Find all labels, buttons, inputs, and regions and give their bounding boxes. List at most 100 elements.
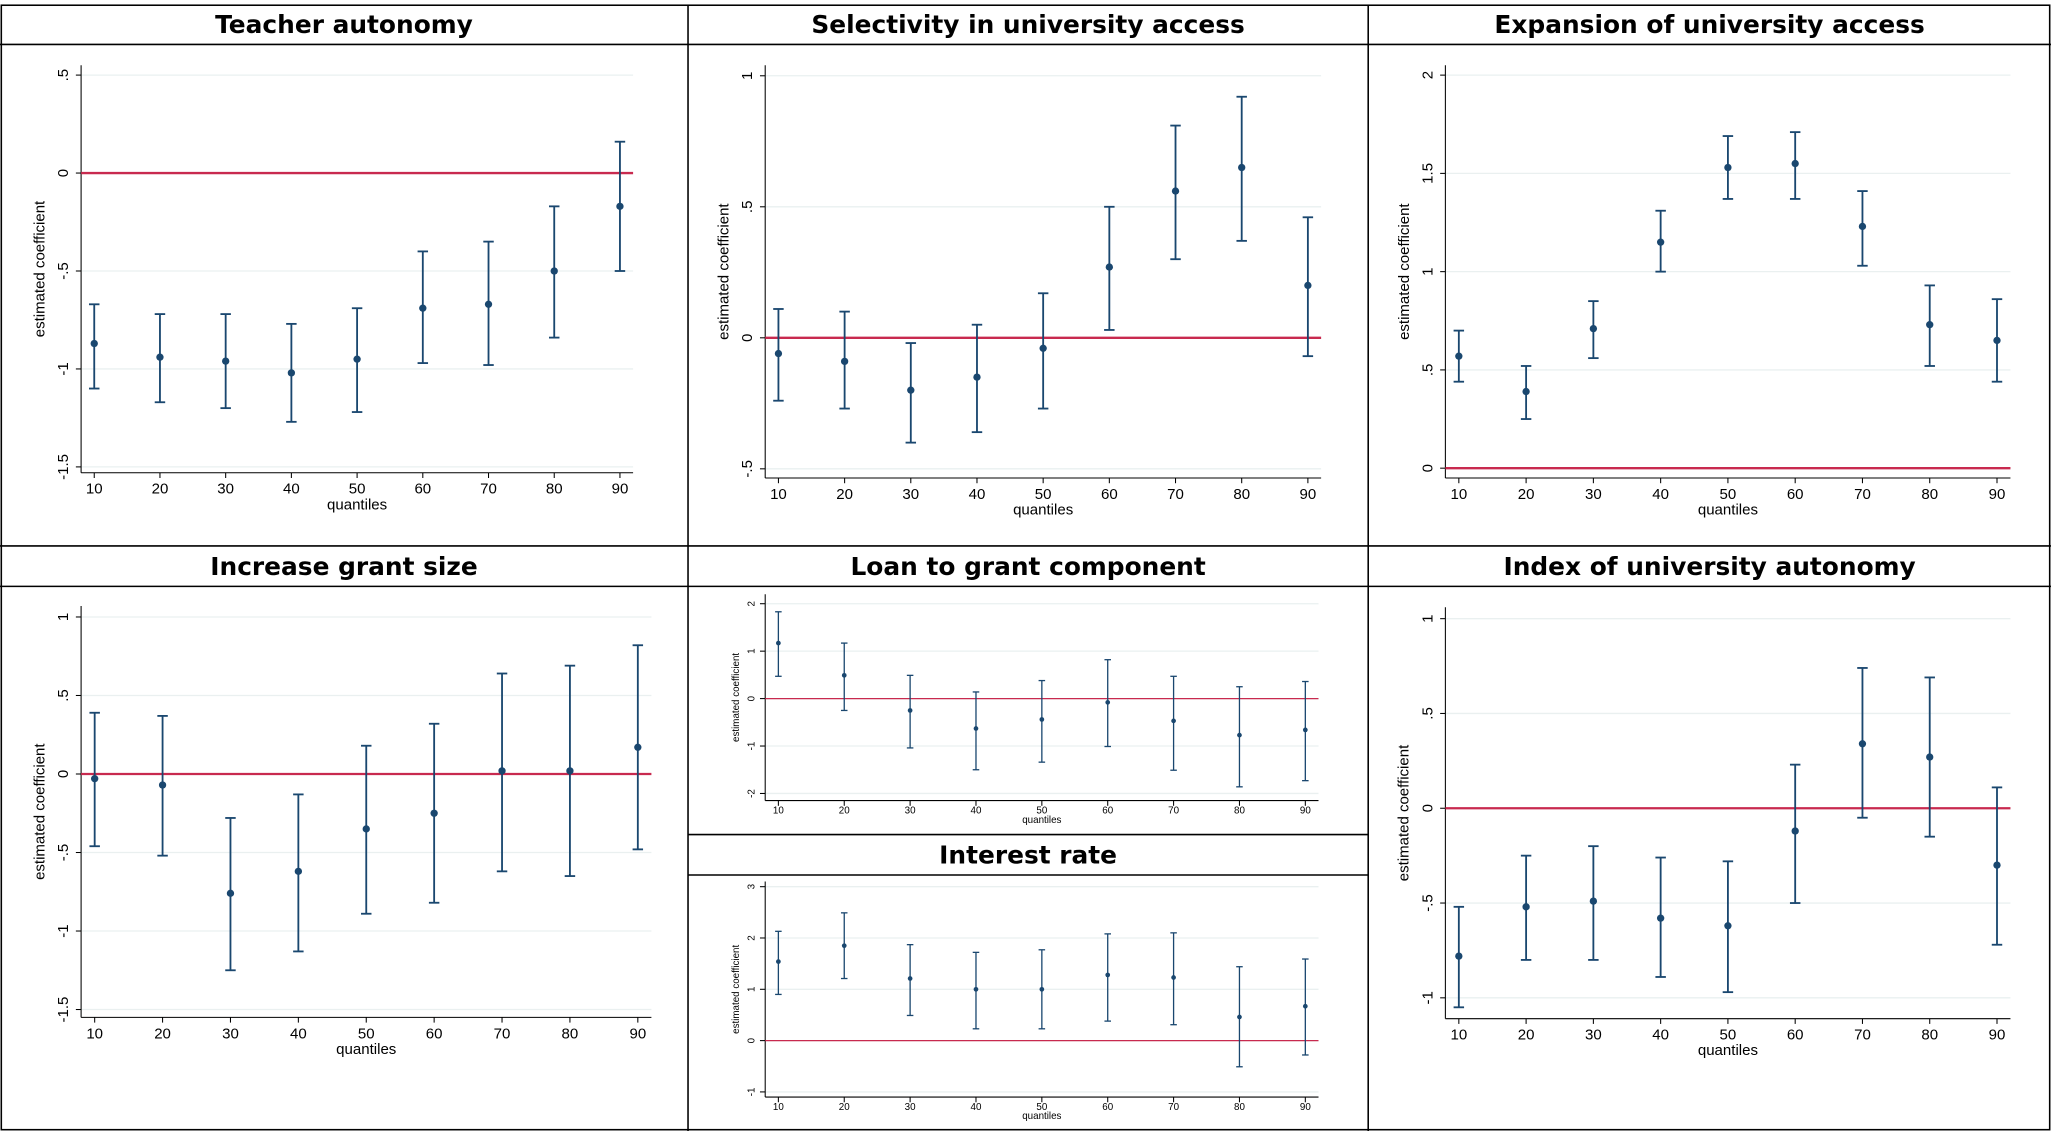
x-tick-label: 70 xyxy=(1854,1027,1871,1044)
x-tick-label: 20 xyxy=(839,1102,850,1113)
x-axis-label: quantiles xyxy=(1698,502,1758,519)
point xyxy=(1926,321,1934,329)
point xyxy=(1993,861,2001,869)
x-tick-label: 80 xyxy=(1921,486,1938,503)
point xyxy=(1171,975,1176,980)
x-axis-label: quantiles xyxy=(327,496,387,513)
x-tick-label: 80 xyxy=(1921,1027,1938,1044)
x-tick-label: 20 xyxy=(154,1025,171,1042)
y-tick-label: -.5 xyxy=(55,262,72,280)
x-tick-label: 40 xyxy=(290,1025,307,1042)
point xyxy=(1105,700,1111,705)
x-axis-label: quantiles xyxy=(1698,1042,1758,1059)
point xyxy=(634,743,642,751)
x-tick-label: 30 xyxy=(902,486,919,503)
chart-title: Loan to grant component xyxy=(850,552,1205,581)
point xyxy=(907,708,913,713)
point xyxy=(1589,324,1598,333)
x-tick-label: 20 xyxy=(836,486,853,503)
y-axis-label: estimated coefficient xyxy=(31,743,48,880)
y-tick-label: 2 xyxy=(747,601,758,606)
y-tick-label: 1 xyxy=(1419,614,1436,622)
y-axis-label: estimated coefficient xyxy=(716,203,733,340)
x-tick-label: 40 xyxy=(283,481,300,498)
x-tick-label: 70 xyxy=(1168,806,1179,817)
chart-title: Index of university autonomy xyxy=(1503,552,1915,581)
y-tick-label: 0 xyxy=(747,695,758,701)
y-tick-label: 0 xyxy=(1419,804,1436,812)
x-tick-label: 60 xyxy=(1102,1102,1113,1113)
point xyxy=(1455,952,1463,960)
x-tick-label: 80 xyxy=(546,481,563,498)
point xyxy=(353,355,361,363)
y-tick-label: .5 xyxy=(1419,364,1436,377)
chart-title: Selectivity in university access xyxy=(811,10,1244,39)
point xyxy=(1455,352,1463,360)
x-tick-label: 50 xyxy=(1720,1027,1737,1044)
y-tick-label: 3 xyxy=(747,883,758,889)
y-tick-label: -1.5 xyxy=(55,997,72,1023)
x-tick-label: 50 xyxy=(1035,486,1052,503)
x-tick-label: 20 xyxy=(152,481,169,498)
point xyxy=(907,976,913,981)
y-tick-label: -.5 xyxy=(739,460,756,478)
x-axis-label: quantiles xyxy=(1022,815,1061,826)
point xyxy=(1724,163,1732,172)
x-tick-label: 90 xyxy=(1300,806,1311,817)
y-tick-label: -1 xyxy=(55,362,72,375)
x-tick-label: 30 xyxy=(905,806,916,817)
point xyxy=(498,767,506,775)
x-axis-label: quantiles xyxy=(1013,502,1073,519)
y-tick-label: 1 xyxy=(747,648,758,653)
x-tick-label: 10 xyxy=(770,486,787,503)
y-axis-label: estimated coefficient xyxy=(31,200,48,337)
point xyxy=(1302,727,1308,733)
point xyxy=(1238,163,1246,172)
x-tick-label: 80 xyxy=(1234,806,1245,817)
point xyxy=(484,300,493,308)
y-tick-label: -.5 xyxy=(1419,894,1436,912)
point xyxy=(1039,717,1045,722)
x-tick-label: 90 xyxy=(629,1025,646,1042)
point xyxy=(1522,387,1530,396)
point xyxy=(90,339,98,348)
point xyxy=(362,825,370,833)
y-tick-label: .5 xyxy=(739,201,756,214)
chart-title: Increase grant size xyxy=(210,552,477,581)
x-tick-label: 80 xyxy=(1234,1102,1245,1113)
point xyxy=(1791,827,1799,835)
x-tick-label: 90 xyxy=(612,481,629,498)
x-tick-label: 90 xyxy=(1989,486,2006,503)
point xyxy=(841,943,847,949)
y-tick-label: 1 xyxy=(55,613,72,621)
x-tick-label: 80 xyxy=(1233,486,1250,503)
y-axis-label: estimated coefficient xyxy=(1396,744,1413,881)
y-tick-label: 1 xyxy=(739,72,756,80)
point xyxy=(840,357,849,366)
x-tick-label: 50 xyxy=(1036,806,1047,817)
y-tick-label: 0 xyxy=(1419,464,1436,472)
x-tick-label: 20 xyxy=(1518,486,1535,503)
point xyxy=(158,781,167,789)
point xyxy=(1926,753,1934,761)
x-tick-label: 30 xyxy=(1585,486,1602,503)
point xyxy=(1237,732,1242,738)
y-axis-label: estimated coefficient xyxy=(731,653,742,742)
point xyxy=(907,386,915,394)
x-tick-label: 60 xyxy=(426,1025,443,1042)
x-tick-label: 40 xyxy=(971,806,982,817)
y-tick-label: 1.5 xyxy=(1419,163,1436,184)
point xyxy=(1656,238,1665,246)
x-tick-label: 90 xyxy=(1300,1102,1311,1113)
y-tick-label: -1 xyxy=(55,924,72,937)
point xyxy=(1171,718,1176,724)
x-tick-label: 70 xyxy=(1167,486,1184,503)
point xyxy=(1039,344,1047,352)
x-tick-label: 90 xyxy=(1300,486,1317,503)
point xyxy=(91,775,99,783)
x-tick-label: 20 xyxy=(839,806,850,817)
y-tick-label: -1 xyxy=(747,1088,758,1097)
x-tick-label: 50 xyxy=(349,481,366,498)
